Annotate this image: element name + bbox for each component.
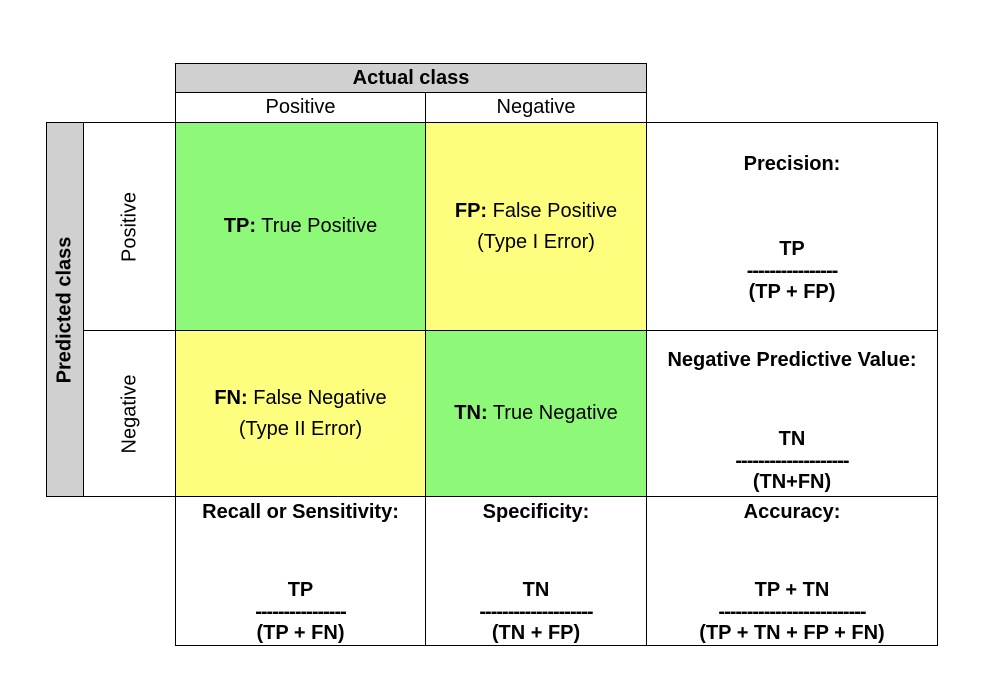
fn-text: False Negative	[253, 386, 387, 409]
false-positive-cell: FP: False Positive (Type I Error)	[425, 122, 647, 331]
npv-numerator: TN	[778, 428, 806, 450]
fp-sub: (Type I Error)	[477, 230, 595, 253]
true-positive-cell: TP: True Positive	[175, 122, 426, 331]
actual-negative-label: Negative	[496, 96, 576, 118]
accuracy-name: Accuracy:	[743, 501, 841, 523]
predicted-positive-header: Positive	[83, 122, 176, 331]
predicted-positive-label: Positive	[118, 191, 140, 262]
recall-numerator: TP	[287, 579, 314, 601]
recall-denominator: (TP + FN)	[256, 622, 345, 644]
actual-positive-header: Positive	[175, 92, 426, 123]
specificity-numerator: TN	[522, 579, 550, 601]
npv-fraction-line: --------------------	[735, 450, 849, 472]
specificity-name: Specificity:	[482, 501, 590, 523]
predicted-class-title: Predicted class	[53, 236, 76, 383]
specificity-cell: Specificity: TN -------------------- (TN…	[425, 496, 647, 646]
false-negative-cell: FN: False Negative (Type II Error)	[175, 330, 426, 497]
recall-cell: Recall or Sensitivity: TP --------------…	[175, 496, 426, 646]
tn-text: True Negative	[492, 402, 618, 424]
accuracy-cell: Accuracy: TP + TN ----------------------…	[646, 496, 938, 646]
npv-name: Negative Predictive Value:	[667, 349, 917, 371]
npv-cell: Negative Predictive Value: TN ----------…	[646, 330, 938, 497]
tp-abbr: TP:	[223, 215, 257, 237]
true-negative-cell: TN: True Negative	[425, 330, 647, 497]
fn-abbr: FN:	[214, 386, 248, 409]
predicted-class-header: Predicted class	[46, 122, 84, 497]
tn-abbr: TN:	[454, 402, 488, 424]
precision-numerator: TP	[779, 238, 805, 260]
accuracy-fraction-line: --------------------------	[718, 601, 866, 623]
fp-text: False Positive	[492, 199, 618, 222]
predicted-negative-header: Negative	[83, 330, 176, 497]
specificity-denominator: (TN + FP)	[491, 622, 581, 644]
precision-fraction-line: ----------------	[746, 260, 839, 282]
accuracy-denominator: (TP + TN + FP + FN)	[699, 622, 885, 644]
fp-abbr: FP:	[454, 199, 488, 222]
predicted-negative-label: Negative	[118, 374, 140, 453]
actual-class-title: Actual class	[352, 66, 470, 89]
tp-text: True Positive	[261, 215, 378, 237]
recall-fraction-line: ----------------	[255, 601, 347, 623]
precision-name: Precision:	[743, 153, 841, 175]
specificity-fraction-line: --------------------	[479, 601, 593, 623]
fn-sub: (Type II Error)	[238, 417, 363, 440]
actual-positive-label: Positive	[265, 96, 336, 118]
actual-class-header: Actual class	[175, 63, 647, 93]
accuracy-numerator: TP + TN	[754, 579, 830, 601]
precision-denominator: (TP + FP)	[748, 281, 836, 303]
npv-denominator: (TN+FN)	[752, 471, 832, 493]
actual-negative-header: Negative	[425, 92, 647, 123]
recall-name: Recall or Sensitivity:	[202, 501, 399, 523]
precision-cell: Precision: TP ---------------- (TP + FP)	[646, 122, 938, 331]
